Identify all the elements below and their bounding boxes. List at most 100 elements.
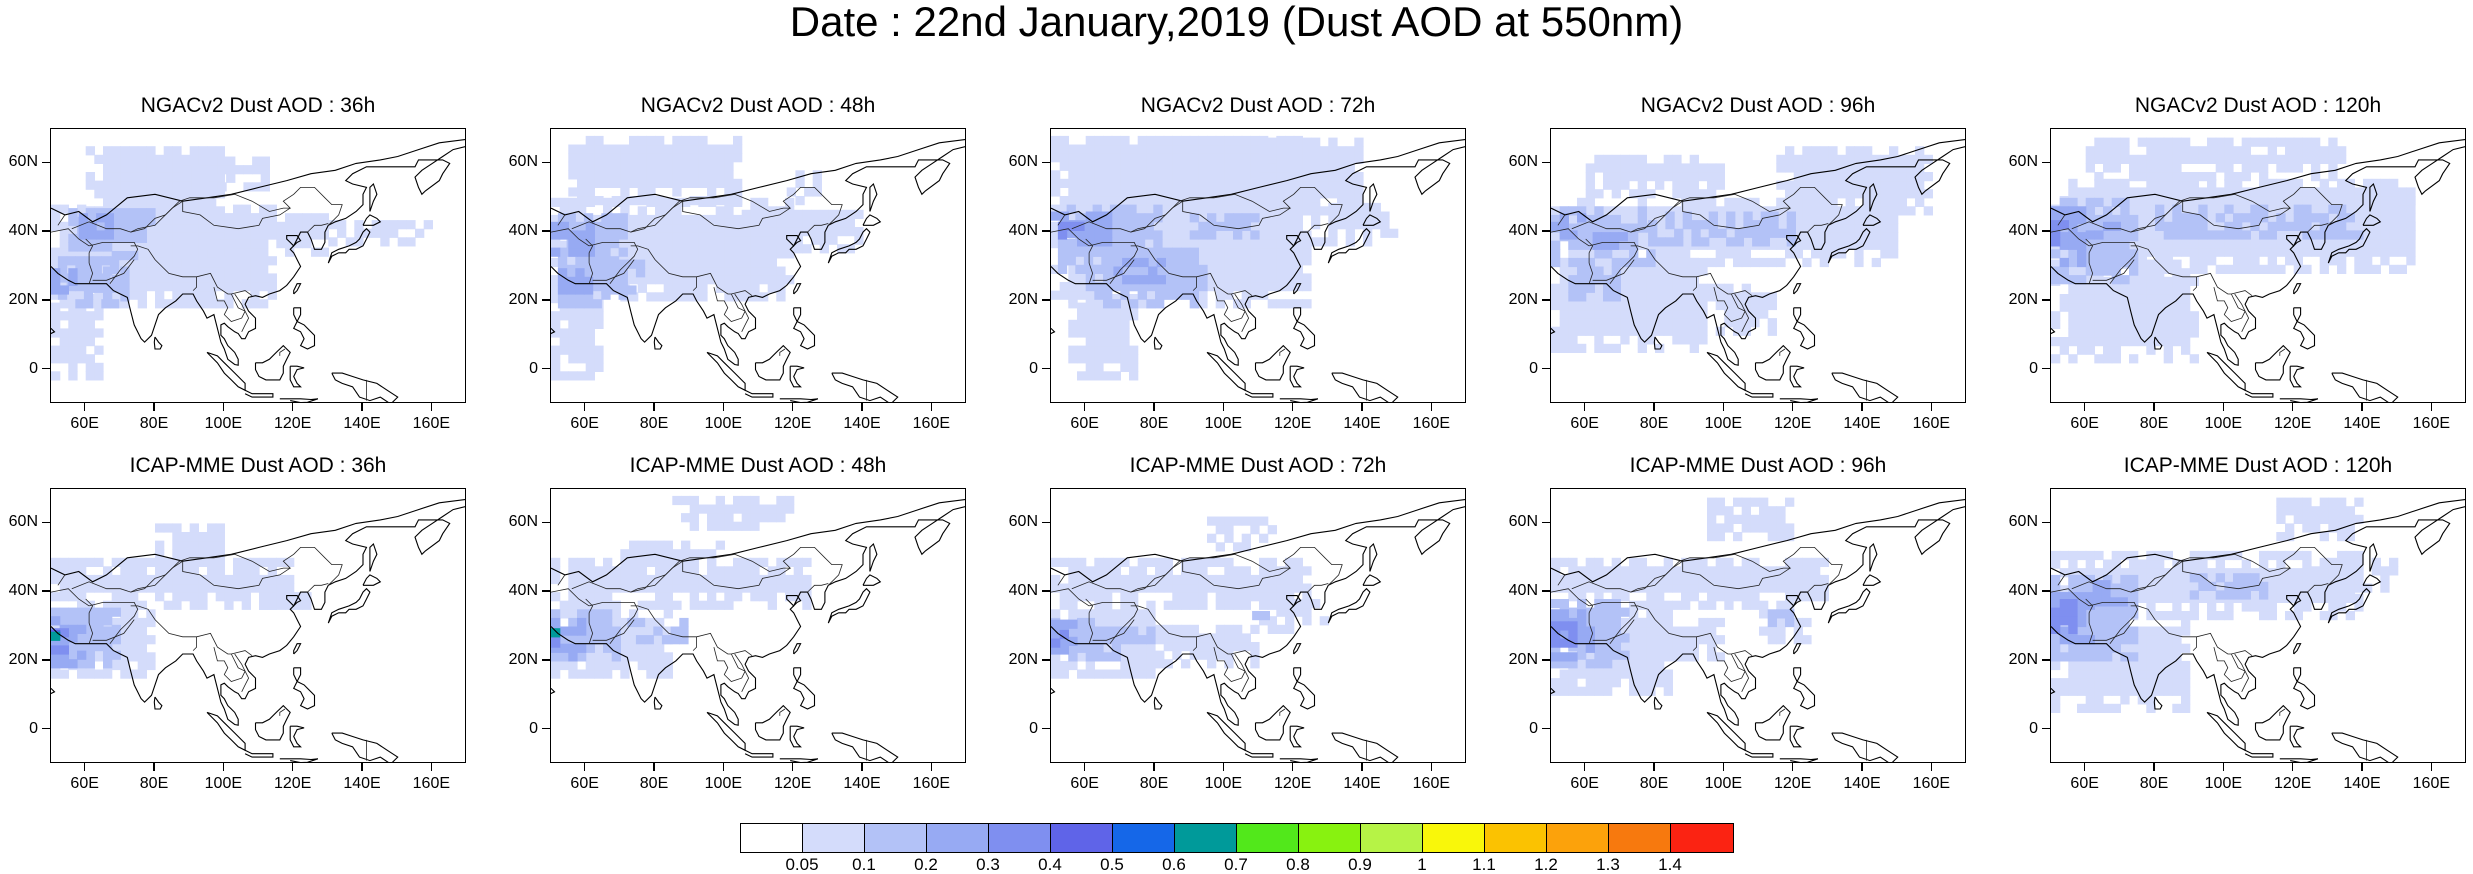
lon-tick-label: 120E <box>2273 415 2312 432</box>
lat-tick-label: 60N <box>1508 153 1538 171</box>
dust-field <box>2051 497 2399 713</box>
lon-tick-label: 60E <box>2070 775 2099 792</box>
colorbar-swatch <box>803 824 865 852</box>
lat-tick-mark <box>1042 299 1050 301</box>
colorbar-label: 0.05 <box>785 855 819 874</box>
lon-tick-mark <box>722 763 725 771</box>
panel-title: NGACv2 Dust AOD : 36h <box>140 94 376 117</box>
lon-tick-label: 120E <box>2273 775 2312 792</box>
lon-tick-mark <box>2153 763 2155 771</box>
lon-tick-mark <box>430 763 433 771</box>
dust-field <box>1051 135 1399 381</box>
colorbar-swatch <box>1237 824 1299 852</box>
lon-tick-label: 60E <box>70 415 99 432</box>
lon-tick-mark <box>430 403 433 411</box>
lon-tick-label: 160E <box>412 415 451 432</box>
colorbar-label: 1.2 <box>1534 855 1558 874</box>
lat-tick-label: 20N <box>8 290 38 308</box>
lon-tick-label: 140E <box>1343 415 1381 432</box>
lon-tick-mark <box>83 763 86 771</box>
lat-tick-mark <box>1042 590 1050 592</box>
lon-tick-label: 160E <box>912 415 951 432</box>
lat-tick-label: 20N <box>1008 290 1038 308</box>
panel-title: NGACv2 Dust AOD : 72h <box>1140 94 1376 117</box>
lat-tick-mark <box>1542 521 1550 524</box>
lat-tick-label: 60N <box>1008 153 1038 171</box>
lon-tick-label: 120E <box>1273 775 1312 792</box>
lat-tick-mark <box>542 230 550 232</box>
lon-tick-mark <box>1291 763 1294 771</box>
lon-tick-mark <box>291 763 294 771</box>
lat-tick-mark <box>1542 230 1550 232</box>
lat-tick-mark <box>1542 367 1550 370</box>
lon-tick-mark <box>2361 403 2363 411</box>
lat-tick-label: 20N <box>2008 290 2038 308</box>
colorbar-label: 0.8 <box>1286 855 1310 874</box>
lon-tick-label: 80E <box>1639 775 1669 792</box>
lat-tick-label: 40N <box>1508 582 1538 600</box>
lon-tick-label: 60E <box>1070 415 1099 432</box>
colorbar-swatch <box>989 824 1051 852</box>
lon-tick-label: 140E <box>2343 775 2381 792</box>
lat-tick-mark <box>42 727 50 730</box>
lat-tick-mark <box>42 659 50 661</box>
lon-tick-label: 140E <box>843 775 881 792</box>
coastlines <box>51 138 465 402</box>
lat-tick-mark <box>1042 727 1050 730</box>
dust-aod-map <box>51 138 465 402</box>
lat-tick-mark <box>2042 299 2050 301</box>
dust-aod-map <box>2051 137 2465 402</box>
lon-tick-mark <box>791 763 794 771</box>
lat-tick-label: 0 <box>529 359 538 377</box>
panel-title: NGACv2 Dust AOD : 96h <box>1640 94 1876 117</box>
dust-aod-map <box>1051 498 1465 762</box>
colorbar-label: 0.4 <box>1038 855 1062 874</box>
lat-tick-mark <box>1542 299 1550 301</box>
coastlines <box>1051 498 1465 762</box>
lon-tick-mark <box>2291 403 2294 411</box>
dust-aod-map <box>2051 497 2465 762</box>
lon-tick-label: 140E <box>843 415 881 432</box>
lon-tick-label: 160E <box>2412 415 2451 432</box>
dust-field <box>51 146 433 381</box>
lat-tick-label: 60N <box>2008 513 2038 531</box>
lon-tick-mark <box>653 763 655 771</box>
lat-tick-label: 60N <box>1008 513 1038 531</box>
lat-tick-label: 20N <box>508 650 538 668</box>
map-panel <box>2050 488 2466 763</box>
lat-tick-label: 0 <box>1529 359 1538 377</box>
lon-tick-label: 60E <box>1070 775 1099 792</box>
lat-tick-label: 60N <box>1508 513 1538 531</box>
colorbar-label: 0.9 <box>1348 855 1372 874</box>
lat-tick-mark <box>2042 230 2050 232</box>
lon-tick-mark <box>1153 403 1155 411</box>
lon-tick-mark <box>1791 763 1794 771</box>
lon-tick-label: 80E <box>639 415 669 432</box>
lon-tick-label: 80E <box>2139 775 2169 792</box>
lat-tick-label: 40N <box>1508 222 1538 240</box>
lat-tick-label: 20N <box>1508 650 1538 668</box>
dust-field <box>551 495 812 679</box>
lon-tick-label: 120E <box>773 775 812 792</box>
figure-title: Date : 22nd January,2019 (Dust AOD at 55… <box>789 0 1684 45</box>
lon-tick-mark <box>1791 403 1794 411</box>
lat-tick-mark <box>1542 727 1550 730</box>
lon-tick-label: 60E <box>70 775 99 792</box>
lat-tick-label: 40N <box>1008 222 1038 240</box>
lon-tick-label: 140E <box>343 775 381 792</box>
country-borders <box>51 547 367 761</box>
lon-tick-label: 160E <box>1912 415 1951 432</box>
panel-title: ICAP-MME Dust AOD : 96h <box>1629 454 1887 477</box>
colorbar-swatch <box>1175 824 1237 852</box>
colorbar-swatch <box>1547 824 1609 852</box>
colorbar-swatch <box>1671 824 1733 852</box>
dust-aod-map <box>551 495 965 762</box>
lon-tick-mark <box>2430 763 2433 771</box>
colorbar-swatch <box>1299 824 1361 852</box>
colorbar-swatch <box>1423 824 1485 852</box>
map-panel <box>550 128 966 403</box>
lon-tick-label: 120E <box>273 415 312 432</box>
lon-tick-label: 160E <box>2412 775 2451 792</box>
lon-tick-mark <box>791 403 794 411</box>
lat-tick-label: 60N <box>508 513 538 531</box>
